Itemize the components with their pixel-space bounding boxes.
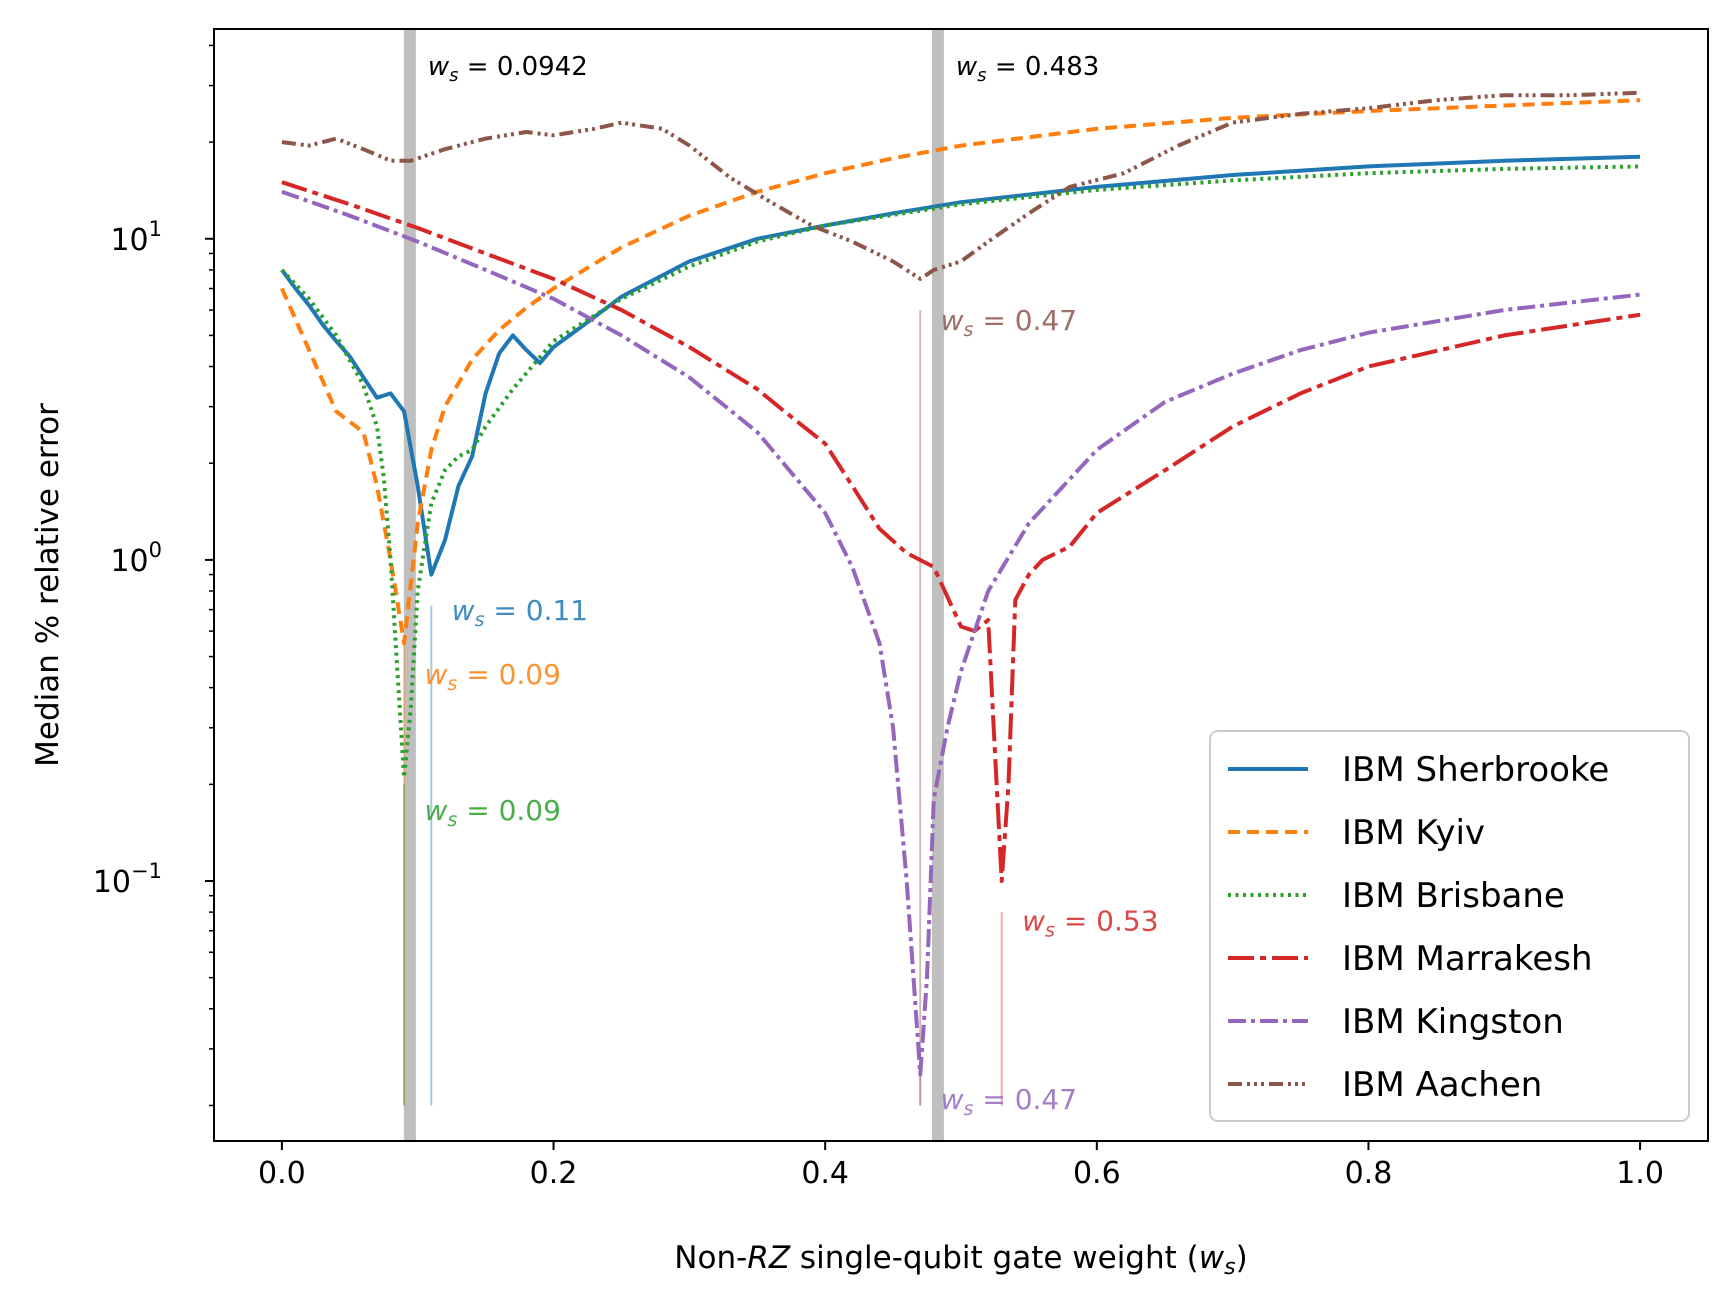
series-line-ibm-kingston <box>281 189 1641 1077</box>
minimum-label: ws = 0.47 <box>941 304 1077 341</box>
legend-label: IBM Kingston <box>1342 1002 1564 1042</box>
y-tick-label: 100 <box>110 538 162 579</box>
x-tick-label: 0.6 <box>1073 1156 1121 1191</box>
minimum-label: ws = 0.09 <box>425 794 561 831</box>
minimum-label: ws = 0.11 <box>452 594 588 631</box>
minimum-marker-lines <box>403 309 1003 1106</box>
data-series <box>280 90 1641 1077</box>
legend-label: IBM Brisbane <box>1342 876 1565 916</box>
series-line-ibm-aachen <box>281 90 1641 281</box>
x-tick-label: 0.2 <box>530 1156 578 1191</box>
x-tick-label: 0.4 <box>801 1156 849 1191</box>
x-tick-label: 0.8 <box>1345 1156 1393 1191</box>
y-tick-label: 101 <box>110 217 162 258</box>
reference-line-label: ws = 0.483 <box>956 52 1099 86</box>
minimum-label: ws = 0.09 <box>425 658 561 695</box>
legend-label: IBM Sherbrooke <box>1342 750 1609 790</box>
legend-label: IBM Aachen <box>1342 1065 1542 1105</box>
reference-line-label: ws = 0.0942 <box>428 52 588 86</box>
minimum-labels: ws = 0.11 ws = 0.09 ws = 0.09 ws = 0.53 ws =… <box>425 304 1159 1120</box>
x-axis-title: Non-RZ single-qubit gate weight (ws) <box>674 1240 1247 1280</box>
y-tick-label: 10−1 <box>93 859 162 900</box>
plot-frame <box>213 28 1709 1142</box>
legend: IBM Sherbrooke IBM Kyiv IBM Brisbane IBM Ma… <box>1209 730 1690 1122</box>
y-axis-title: Median % relative error <box>30 403 66 767</box>
y-axis-ticks: 10−1 100 101 <box>93 44 214 1107</box>
x-axis-ticks: 0.0 0.2 0.4 0.6 0.8 1.0 <box>258 1141 1664 1191</box>
minimum-label: ws = 0.47 <box>941 1083 1077 1120</box>
reference-line-labels: ws = 0.0942 ws = 0.483 <box>428 52 1099 86</box>
minimum-label: ws = 0.53 <box>1022 905 1158 942</box>
series-line-ibm-brisbane <box>280 164 1641 780</box>
legend-box <box>1209 730 1690 1122</box>
x-tick-label: 0.0 <box>258 1156 306 1191</box>
legend-label: IBM Marrakesh <box>1342 939 1593 979</box>
series-line-ibm-sherbrooke <box>280 154 1641 577</box>
x-tick-label: 1.0 <box>1616 1156 1664 1191</box>
legend-label: IBM Kyiv <box>1342 813 1485 853</box>
series-line-ibm-kyiv <box>280 98 1641 646</box>
